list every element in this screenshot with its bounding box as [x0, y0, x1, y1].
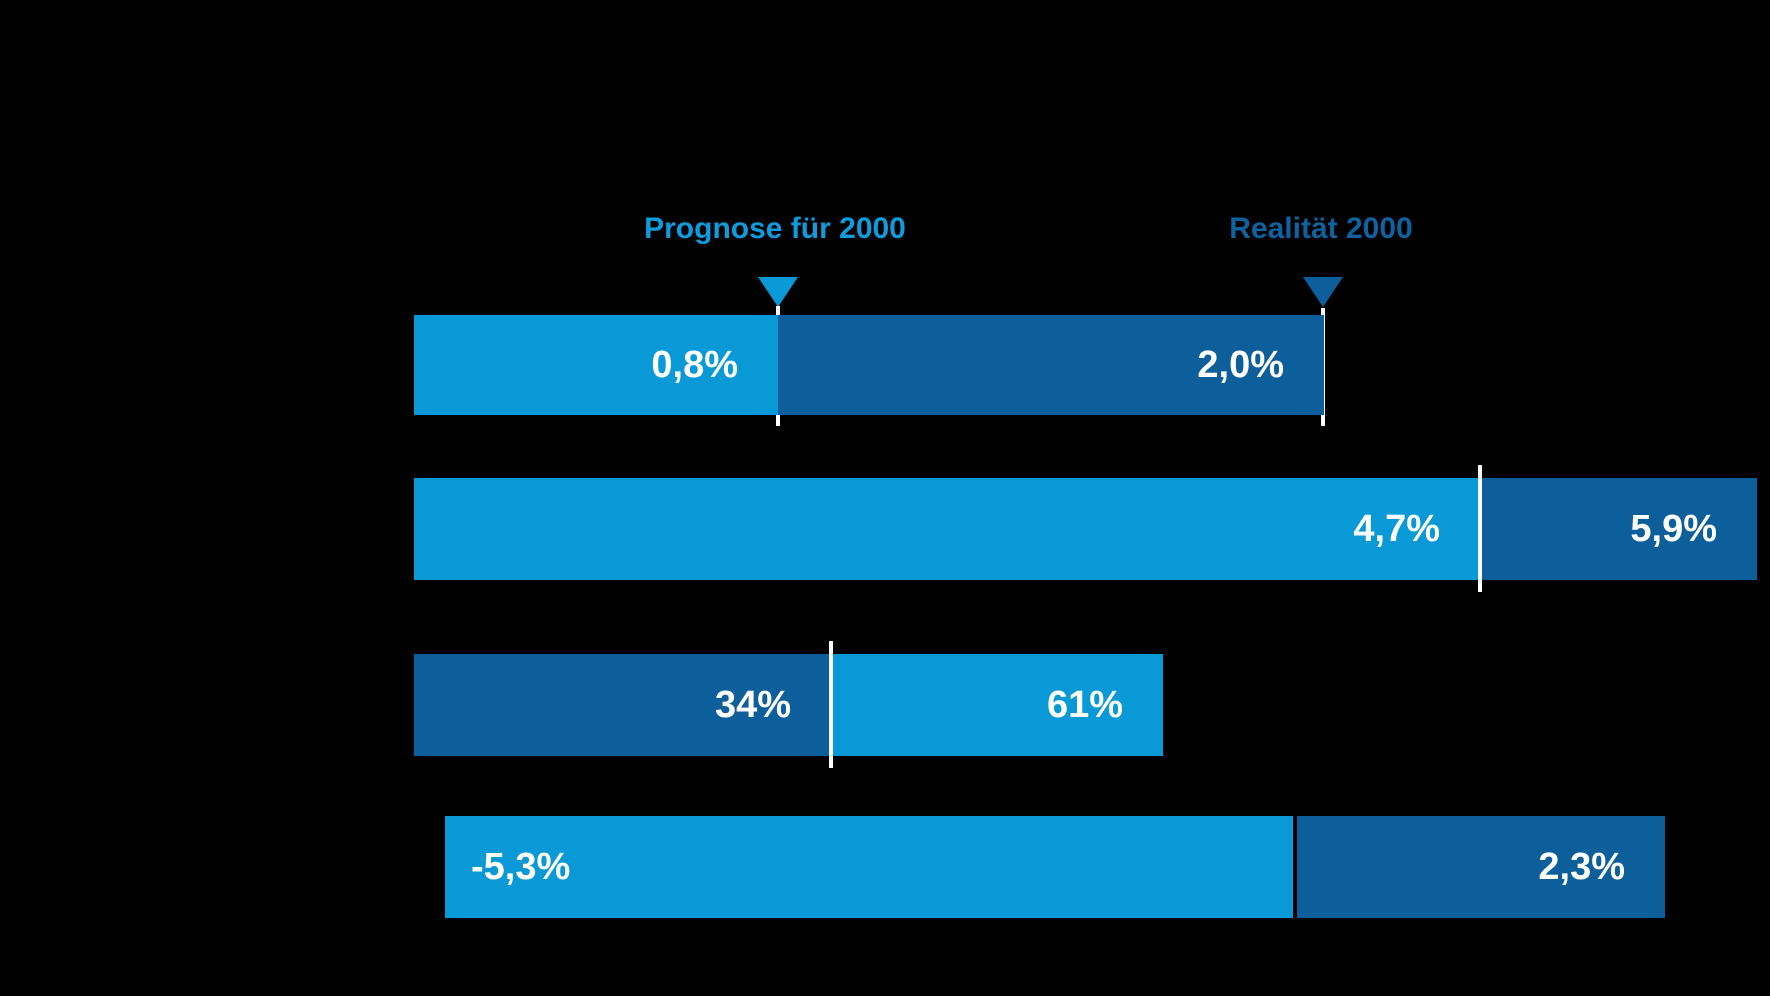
- legend-label-realitaet: Realität 2000: [1229, 212, 1413, 245]
- segment-divider-line: [1478, 465, 1482, 592]
- bar-segment-prognose: 0,8%: [414, 315, 778, 415]
- legend-label-prognose: Prognose für 2000: [644, 212, 906, 245]
- bar-value-label: 2,3%: [1538, 845, 1625, 888]
- bar-segment-prognose: -5,3%: [445, 816, 1293, 918]
- bar-segment-realitaet: 2,3%: [1297, 816, 1665, 918]
- bar-segment-prognose: 4,7%: [414, 478, 1480, 580]
- bar-segment-prognose: 61%: [831, 654, 1163, 756]
- marker-triangle-prognose: [758, 277, 798, 307]
- bar-value-label: 34%: [714, 683, 791, 726]
- bar-segment-realitaet: 34%: [414, 654, 831, 756]
- bar-value-label: -5,3%: [471, 845, 571, 888]
- bar-value-label: 4,7%: [1353, 507, 1440, 550]
- bar-value-label: 5,9%: [1630, 507, 1717, 550]
- bar-value-label: 61%: [1046, 683, 1123, 726]
- segment-divider-line: [829, 641, 833, 768]
- bar-segment-realitaet: 5,9%: [1480, 478, 1757, 580]
- bar-value-label: 0,8%: [651, 343, 738, 386]
- bar-segment-realitaet: 2,0%: [778, 315, 1324, 415]
- marker-triangle-realitaet: [1303, 277, 1343, 307]
- bar-value-label: 2,0%: [1197, 343, 1284, 386]
